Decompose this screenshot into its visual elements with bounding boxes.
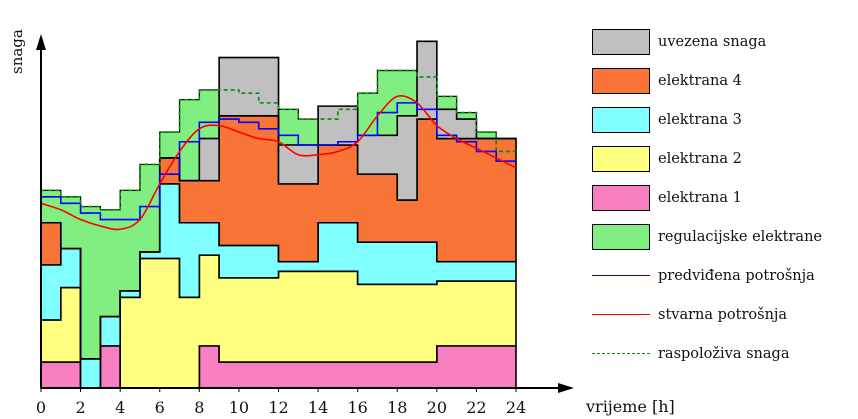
layer-uvezena-snaga bbox=[41, 40, 516, 360]
legend-label: predviđena potrošnja bbox=[658, 267, 815, 284]
legend-label: regulacijske elektrane bbox=[658, 228, 822, 245]
legend-line-swatch bbox=[592, 341, 650, 367]
legend-label: elektrana 1 bbox=[658, 189, 742, 206]
legend-item: elektrana 4 bbox=[592, 61, 854, 100]
legend-swatch bbox=[592, 223, 650, 250]
x-tick-label: 12 bbox=[268, 398, 288, 417]
x-axis-arrow bbox=[558, 383, 574, 393]
x-tick-label: 18 bbox=[387, 398, 407, 417]
legend-item: stvarna potrošnja bbox=[592, 295, 854, 334]
x-tick-label: 0 bbox=[36, 398, 46, 417]
x-tick-label: 4 bbox=[115, 398, 125, 417]
legend-line-swatch bbox=[592, 263, 650, 289]
x-tick-label: 10 bbox=[229, 398, 249, 417]
y-axis-arrow bbox=[36, 34, 46, 50]
legend-swatch bbox=[592, 28, 650, 55]
x-tick-label: 16 bbox=[347, 398, 367, 417]
x-tick-label: 6 bbox=[155, 398, 165, 417]
legend-label: elektrana 3 bbox=[658, 111, 742, 128]
legend-item: uvezena snaga bbox=[592, 22, 854, 61]
legend-swatch bbox=[592, 106, 650, 133]
legend-label: stvarna potrošnja bbox=[658, 306, 788, 323]
legend-swatch bbox=[592, 67, 650, 94]
legend-label: elektrana 4 bbox=[658, 72, 742, 89]
x-tick-label: 24 bbox=[506, 398, 526, 417]
legend-item: elektrana 3 bbox=[592, 100, 854, 139]
chart-legend: uvezena snaga elektrana 4 elektrana 3 elekt… bbox=[592, 22, 854, 373]
line-stvarna-potrosnja bbox=[40, 95, 517, 231]
x-tick-labels: 0 2 4 6 8 10 12 14 16 18 20 22 24 bbox=[36, 388, 526, 417]
y-axis-label: snaga bbox=[8, 29, 26, 74]
line-raspoloziva-snaga bbox=[41, 69, 516, 211]
legend-item: regulacijske elektrane bbox=[592, 217, 854, 256]
legend-item: elektrana 2 bbox=[592, 139, 854, 178]
chart-lines bbox=[40, 69, 517, 231]
legend-line-swatch bbox=[592, 302, 650, 328]
legend-label: raspoloživa snaga bbox=[658, 345, 790, 362]
legend-label: elektrana 2 bbox=[658, 150, 742, 167]
x-tick-label: 8 bbox=[194, 398, 204, 417]
x-tick-label: 2 bbox=[75, 398, 85, 417]
x-tick-label: 22 bbox=[466, 398, 486, 417]
x-tick-label: 14 bbox=[308, 398, 328, 417]
legend-swatch bbox=[592, 145, 650, 172]
legend-swatch bbox=[592, 184, 650, 211]
line-predvidena-potrosnja bbox=[41, 102, 516, 221]
legend-item: elektrana 1 bbox=[592, 178, 854, 217]
x-tick-label: 20 bbox=[427, 398, 447, 417]
legend-label: uvezena snaga bbox=[658, 33, 767, 50]
x-axis-label: vrijeme [h] bbox=[585, 397, 675, 416]
chart-layers bbox=[40, 40, 517, 389]
legend-item: raspoloživa snaga bbox=[592, 334, 854, 373]
legend-item: predviđena potrošnja bbox=[592, 256, 854, 295]
